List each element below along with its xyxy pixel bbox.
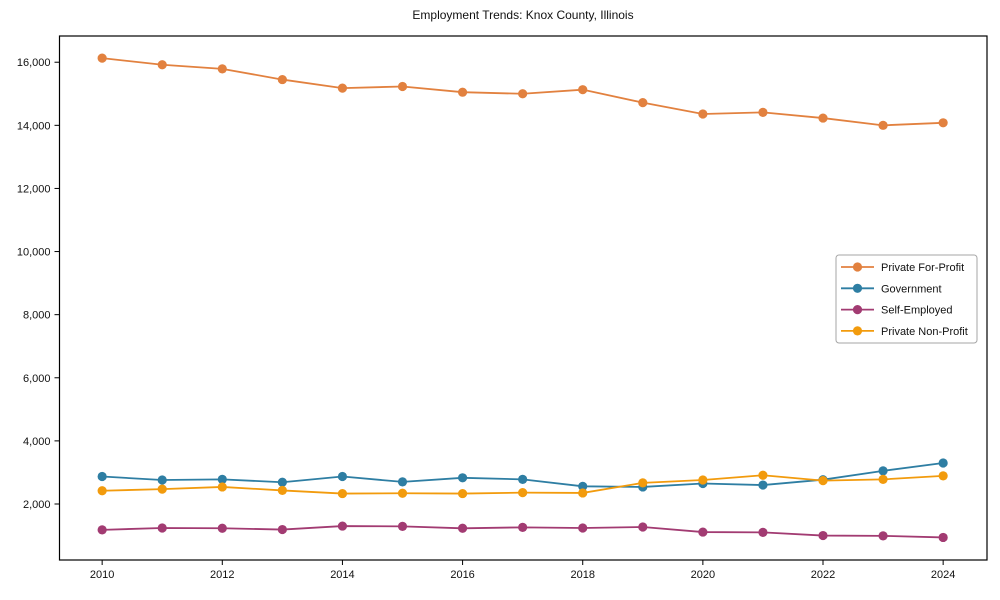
- data-point: [97, 53, 107, 63]
- data-point: [878, 120, 888, 130]
- legend-label: Self-Employed: [881, 305, 953, 317]
- legend-label: Private Non-Profit: [881, 326, 968, 338]
- legend: Private For-Profit Government Self-Employe…: [835, 254, 978, 344]
- data-point: [397, 488, 408, 498]
- y-tick-label: 2,000: [23, 499, 51, 511]
- chart-title: Employment Trends: Knox County, Illinois: [412, 8, 634, 22]
- data-point: [277, 485, 287, 496]
- data-point: [578, 481, 588, 491]
- legend-label: Private For-Profit: [881, 262, 964, 274]
- y-tick-label: 10,000: [17, 247, 51, 259]
- data-point: [698, 527, 708, 537]
- x-tick-label: 2024: [931, 569, 955, 581]
- data-point: [217, 64, 227, 74]
- data-point: [97, 471, 107, 482]
- data-point: [578, 488, 588, 498]
- data-point: [878, 466, 888, 476]
- x-tick-label: 2022: [811, 569, 835, 581]
- data-point: [97, 525, 107, 535]
- data-point: [457, 87, 468, 97]
- data-point: [518, 89, 528, 99]
- data-point: [818, 530, 828, 541]
- data-point: [157, 475, 167, 485]
- data-point: [397, 521, 408, 531]
- data-point: [578, 85, 588, 95]
- data-point: [157, 60, 167, 70]
- x-tick-label: 2014: [330, 569, 354, 581]
- data-point: [818, 113, 828, 123]
- data-point: [758, 107, 768, 117]
- data-point: [878, 531, 888, 541]
- legend-marker-dot: [852, 305, 863, 315]
- data-point: [518, 522, 528, 532]
- data-point: [518, 488, 528, 498]
- x-tick-label: 2010: [90, 569, 114, 581]
- data-point: [818, 476, 828, 486]
- data-point: [337, 471, 348, 482]
- data-point: [698, 475, 708, 485]
- y-tick-label: 16,000: [17, 57, 51, 69]
- data-point: [277, 524, 287, 535]
- data-point: [938, 458, 948, 468]
- plot-border: [58, 35, 988, 561]
- y-tick-label: 12,000: [17, 183, 51, 195]
- data-point: [578, 523, 588, 533]
- y-tick-label: 14,000: [17, 120, 51, 132]
- data-point: [878, 474, 888, 484]
- legend-box: [835, 254, 978, 344]
- data-point: [938, 532, 948, 543]
- data-point: [337, 83, 348, 93]
- legend-marker-dot: [852, 326, 863, 336]
- data-point: [157, 484, 167, 494]
- legend-marker-dot: [852, 283, 863, 293]
- legend-label: Government: [881, 283, 942, 295]
- data-point: [638, 98, 648, 108]
- data-point: [337, 488, 348, 499]
- y-tick-label: 6,000: [23, 373, 51, 385]
- data-point: [217, 482, 227, 492]
- data-point: [638, 478, 648, 488]
- data-point: [758, 527, 768, 537]
- data-point: [277, 477, 287, 487]
- data-point: [157, 523, 167, 533]
- data-point: [397, 81, 408, 92]
- data-point: [97, 486, 107, 496]
- data-point: [277, 74, 287, 85]
- data-point: [938, 118, 948, 128]
- data-point: [938, 471, 948, 481]
- data-point: [457, 488, 468, 499]
- data-point: [758, 470, 768, 480]
- data-point: [397, 477, 408, 487]
- data-point: [217, 523, 227, 533]
- x-tick-label: 2012: [210, 569, 234, 581]
- data-point: [638, 522, 648, 532]
- x-tick-label: 2018: [570, 569, 594, 581]
- data-point: [457, 523, 468, 533]
- data-point: [337, 521, 348, 531]
- x-tick-label: 2020: [691, 569, 715, 581]
- data-point: [758, 480, 768, 490]
- data-point: [217, 474, 227, 484]
- data-point: [698, 109, 708, 119]
- legend-marker-dot: [852, 262, 863, 272]
- y-tick-label: 8,000: [23, 310, 51, 322]
- data-point: [518, 474, 528, 484]
- data-point: [457, 473, 468, 483]
- y-tick-label: 4,000: [23, 436, 51, 448]
- x-tick-label: 2016: [450, 569, 474, 581]
